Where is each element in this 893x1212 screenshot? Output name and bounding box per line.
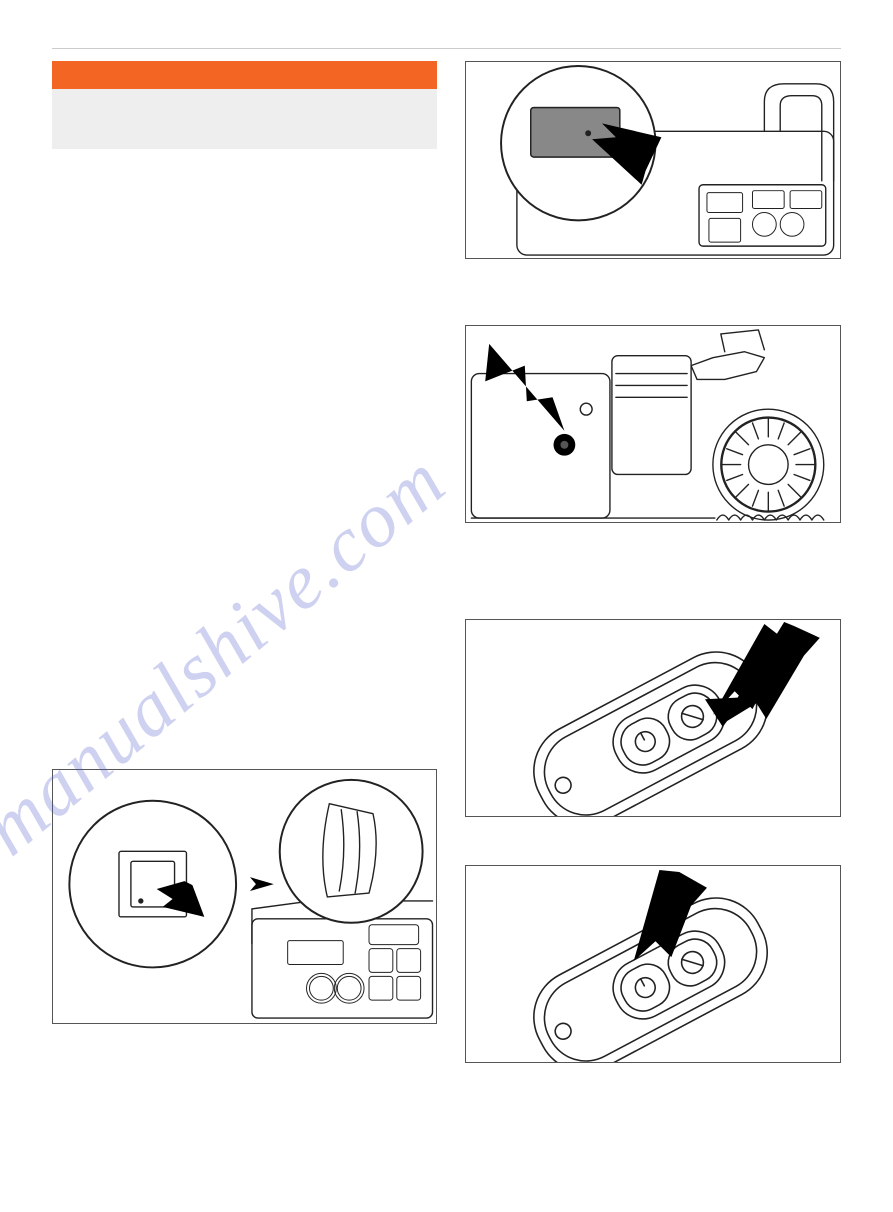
warning-callout	[52, 61, 437, 149]
top-divider	[52, 48, 841, 49]
warning-body-block	[52, 89, 437, 149]
figure-hour-meter-panel	[465, 61, 841, 259]
figure-power-switch-closeup	[52, 769, 437, 1024]
warning-header-bar	[52, 61, 437, 89]
figure-primer-recoil	[465, 325, 841, 523]
figure-remote-stop-button	[465, 865, 841, 1063]
figure-remote-start-button	[465, 619, 841, 817]
